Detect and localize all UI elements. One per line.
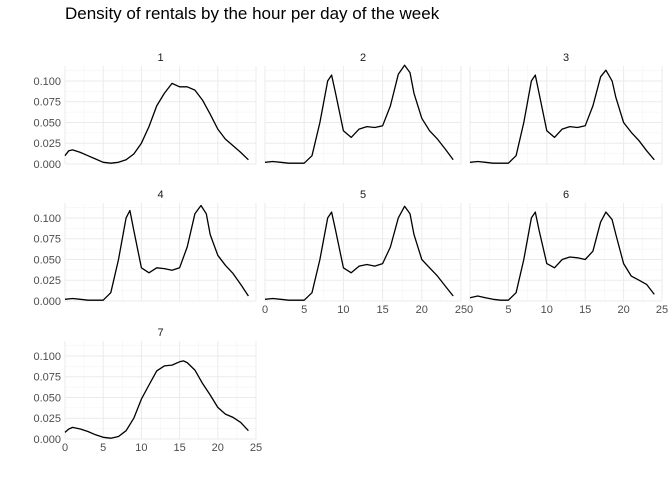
chart-title: Density of rentals by the hour per day o… (65, 4, 440, 23)
x-tick-label: 15 (579, 304, 591, 316)
x-tick-label: 5 (505, 304, 511, 316)
density-line-6 (469, 211, 655, 301)
y-tick-label: 0.075 (33, 372, 61, 384)
y-tick-label: 0.050 (33, 117, 61, 129)
y-tick-label: 0.075 (33, 234, 61, 246)
facet-panel-3: 3 (469, 52, 663, 165)
y-tick-label: 0.000 (33, 296, 61, 308)
facet-strip-label: 7 (157, 327, 163, 339)
facet-panel-5: 5 0 5 10 15 20 25 (262, 189, 467, 316)
facet-strip-label: 2 (360, 52, 366, 64)
y-tick-label: 0.050 (33, 392, 61, 404)
density-line-7 (64, 360, 249, 439)
density-line-2 (264, 64, 454, 164)
x-tick-label: 25 (250, 442, 262, 454)
density-line-5 (264, 205, 454, 301)
x-tick-label: 25 (455, 304, 467, 316)
x-tick-label: 5 (301, 304, 307, 316)
x-tick-label: 10 (337, 304, 349, 316)
y-tick-label: 0.025 (33, 275, 61, 287)
x-tick-label: 0 (467, 304, 473, 316)
facet-panel-6: 6 0 5 10 15 20 25 (467, 189, 668, 316)
density-line-3 (469, 69, 655, 164)
y-tick-label: 0.100 (33, 213, 61, 225)
x-tick-label: 20 (416, 304, 428, 316)
y-tick-label: 0.050 (33, 254, 61, 266)
facet-strip-label: 4 (157, 189, 163, 201)
facet-panel-1: 1 0.000 0.025 0.050 0.075 0.100 (33, 52, 257, 171)
facet-panel-2: 2 (264, 52, 462, 165)
x-tick-label: 20 (212, 442, 224, 454)
facet-strip-label: 6 (563, 189, 569, 201)
facet-panel-7: 7 0.000 0.025 0.050 0.075 0.100 0 5 10 15 20 25 (33, 327, 262, 454)
x-tick-label: 15 (376, 304, 388, 316)
y-tick-label: 0.100 (33, 351, 61, 363)
x-tick-label: 20 (617, 304, 629, 316)
facet-strip-label: 1 (157, 52, 163, 64)
x-tick-label: 0 (262, 304, 268, 316)
x-tick-label: 0 (62, 442, 68, 454)
x-tick-label: 25 (656, 304, 668, 316)
x-tick-label: 5 (100, 442, 106, 454)
y-tick-label: 0.000 (33, 434, 61, 446)
facet-panel-4: 4 0.000 0.025 0.050 0.075 0.100 (33, 189, 257, 308)
y-tick-label: 0.025 (33, 138, 61, 150)
facet-strip-label: 3 (563, 52, 569, 64)
y-tick-label: 0.100 (33, 76, 61, 88)
x-tick-label: 10 (135, 442, 147, 454)
facet-strip-label: 5 (360, 189, 366, 201)
y-tick-label: 0.075 (33, 97, 61, 109)
y-tick-label: 0.025 (33, 413, 61, 425)
density-line-1 (64, 82, 249, 164)
x-tick-label: 15 (173, 442, 185, 454)
density-line-4 (64, 204, 249, 301)
x-tick-label: 10 (541, 304, 553, 316)
y-tick-label: 0.000 (33, 159, 61, 171)
